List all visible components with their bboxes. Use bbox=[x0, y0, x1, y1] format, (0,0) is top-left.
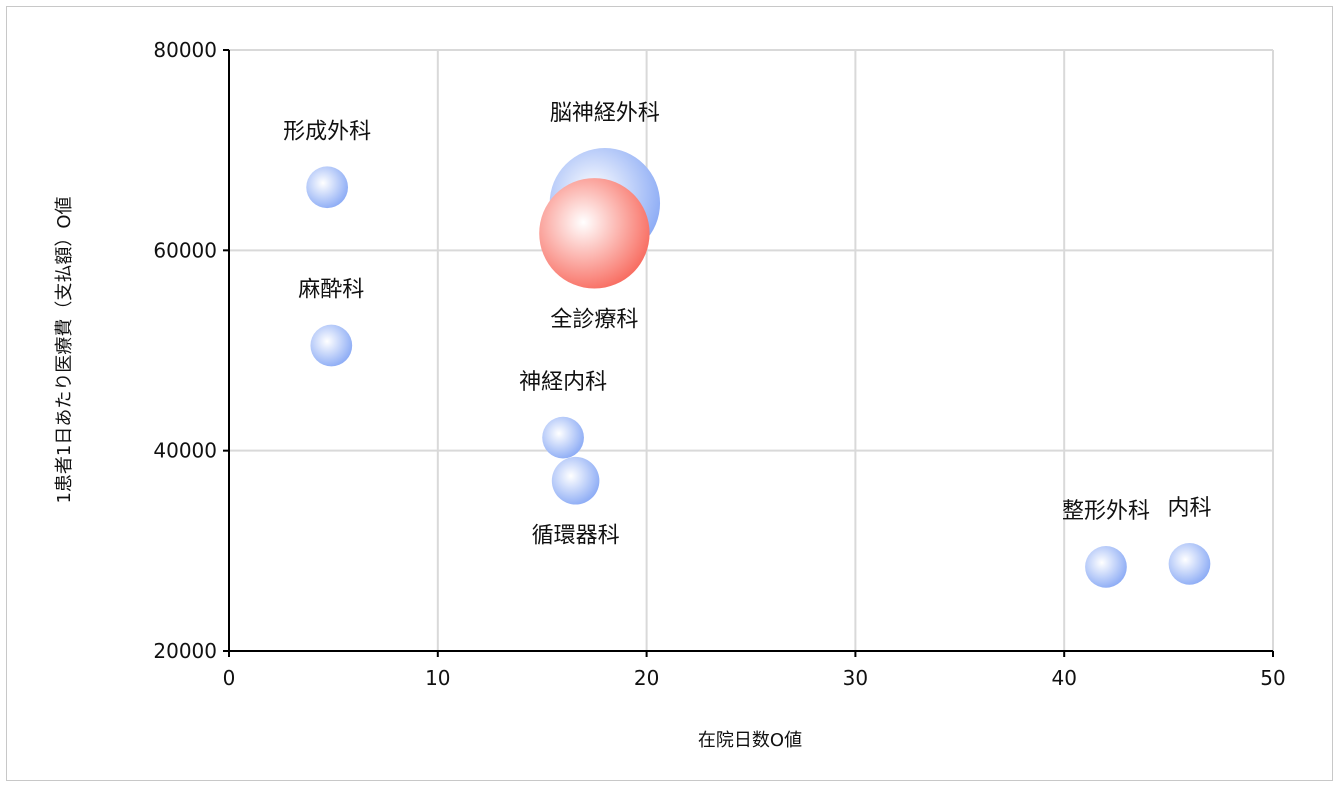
x-axis-title: 在院日数O値 bbox=[698, 730, 802, 751]
bubble bbox=[1168, 542, 1211, 585]
y-axis-title: 1患者1日あたり医療費（支払額）O値 bbox=[54, 196, 75, 503]
bubble-label: 全診療科 bbox=[550, 307, 638, 332]
y-tick-label: 40000 bbox=[153, 439, 217, 463]
y-tick-label: 20000 bbox=[153, 639, 217, 663]
bubble bbox=[551, 456, 600, 505]
bubble-label: 循環器科 bbox=[532, 524, 620, 549]
grid bbox=[229, 49, 1274, 651]
x-tick-label: 20 bbox=[634, 666, 659, 690]
bubble bbox=[306, 166, 348, 209]
bubble-label: 整形外科 bbox=[1062, 499, 1150, 524]
bubble-label: 神経内科 bbox=[519, 370, 607, 395]
bubble-label: 形成外科 bbox=[283, 119, 371, 144]
bubble bbox=[542, 416, 584, 459]
x-tick-label: 0 bbox=[223, 666, 236, 690]
bubble bbox=[310, 324, 353, 367]
bubble-label: 脳神経外科 bbox=[550, 101, 660, 126]
y-tick-label: 60000 bbox=[153, 238, 217, 262]
bubble bbox=[1085, 545, 1127, 588]
x-tick-label: 30 bbox=[843, 666, 868, 690]
bubbles bbox=[306, 148, 1211, 588]
bubble-label: 内科 bbox=[1167, 496, 1211, 521]
x-tick-label: 10 bbox=[425, 666, 450, 690]
x-tick-label: 40 bbox=[1051, 666, 1076, 690]
bubble bbox=[539, 178, 650, 289]
x-tick-label: 50 bbox=[1260, 666, 1285, 690]
y-tick-label: 80000 bbox=[153, 38, 217, 62]
axes: 0 10 20 30 40 50 20000 40000 60000 80000 bbox=[153, 38, 1285, 690]
bubble-label: 麻酔科 bbox=[298, 278, 364, 303]
